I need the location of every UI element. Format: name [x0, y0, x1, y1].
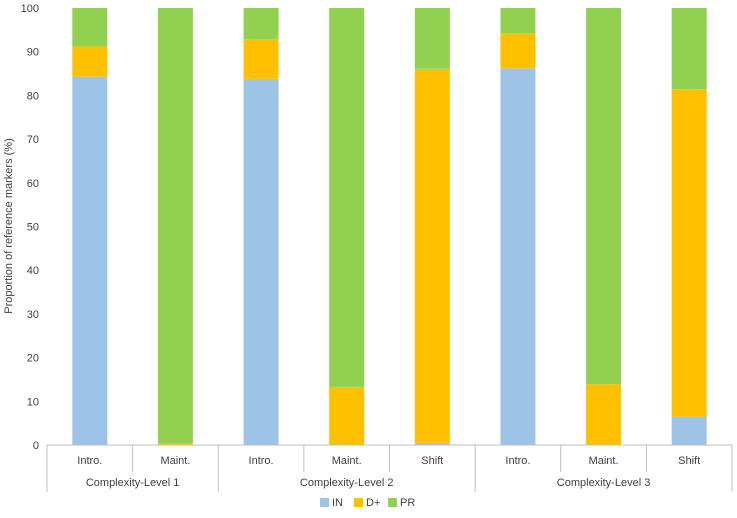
- x-category-label: Shift: [421, 455, 443, 467]
- x-category-label: Intro.: [77, 455, 102, 467]
- legend-swatch-pr: [388, 498, 397, 507]
- bars-layer: [72, 8, 707, 445]
- bar-segment-pr: [72, 8, 108, 47]
- bar-segment-in: [414, 442, 450, 445]
- bar-segment-dplus: [243, 39, 279, 79]
- x-category-label: Intro.: [505, 455, 530, 467]
- legend: IN D+ PR: [320, 497, 415, 509]
- group-label: Complexity-Level 1: [86, 477, 180, 489]
- y-tick-label: 60: [27, 178, 39, 190]
- y-tick-label: 80: [27, 90, 39, 102]
- axis-layer: 0 10 20 30 40 50 60 70 80 90 100 Intro. Maint. Intro.…: [21, 3, 733, 492]
- bar-segment-in: [500, 68, 536, 445]
- y-tick-label: 70: [27, 134, 39, 146]
- bar-segment-dplus: [500, 33, 536, 69]
- y-tick-label: 40: [27, 265, 39, 277]
- x-category-label: Maint.: [160, 455, 190, 467]
- bar-segment-pr: [671, 8, 707, 90]
- legend-swatch-dplus: [354, 498, 363, 507]
- x-category-label: Shift: [678, 455, 700, 467]
- bar-segment-pr: [414, 8, 450, 69]
- bar-segment-pr: [243, 8, 279, 40]
- x-category-label: Intro.: [249, 455, 274, 467]
- x-category-label: Maint.: [589, 455, 619, 467]
- bar-segment-pr: [586, 8, 622, 385]
- bar-segment-pr: [157, 8, 193, 444]
- legend-label: IN: [332, 497, 343, 509]
- y-tick-label: 90: [27, 47, 39, 59]
- bar-segment-pr: [329, 8, 365, 387]
- bar-segment-in: [671, 416, 707, 445]
- y-tick-label: 30: [27, 309, 39, 321]
- y-tick-label: 0: [33, 440, 39, 452]
- y-tick-label: 10: [27, 396, 39, 408]
- bar-segment-dplus: [72, 46, 108, 77]
- bar-segment-dplus: [586, 384, 622, 445]
- legend-label: D+: [366, 497, 380, 509]
- x-category-label: Maint.: [332, 455, 362, 467]
- y-tick-label: 50: [27, 222, 39, 234]
- bar-segment-pr: [500, 8, 536, 34]
- y-tick-label: 20: [27, 353, 39, 365]
- group-label: Complexity-Level 3: [557, 477, 651, 489]
- group-label: Complexity-Level 2: [300, 477, 394, 489]
- y-axis-label: Proportion of reference markers (%): [3, 138, 15, 313]
- legend-swatch-in: [320, 498, 329, 507]
- bar-segment-in: [72, 76, 108, 445]
- bar-segment-in: [243, 78, 279, 445]
- bar-segment-dplus: [414, 68, 450, 443]
- y-tick-label: 100: [21, 3, 39, 15]
- bar-segment-dplus: [157, 443, 193, 445]
- bar-segment-dplus: [671, 89, 707, 417]
- bar-segment-dplus: [329, 386, 365, 445]
- legend-label: PR: [400, 497, 415, 509]
